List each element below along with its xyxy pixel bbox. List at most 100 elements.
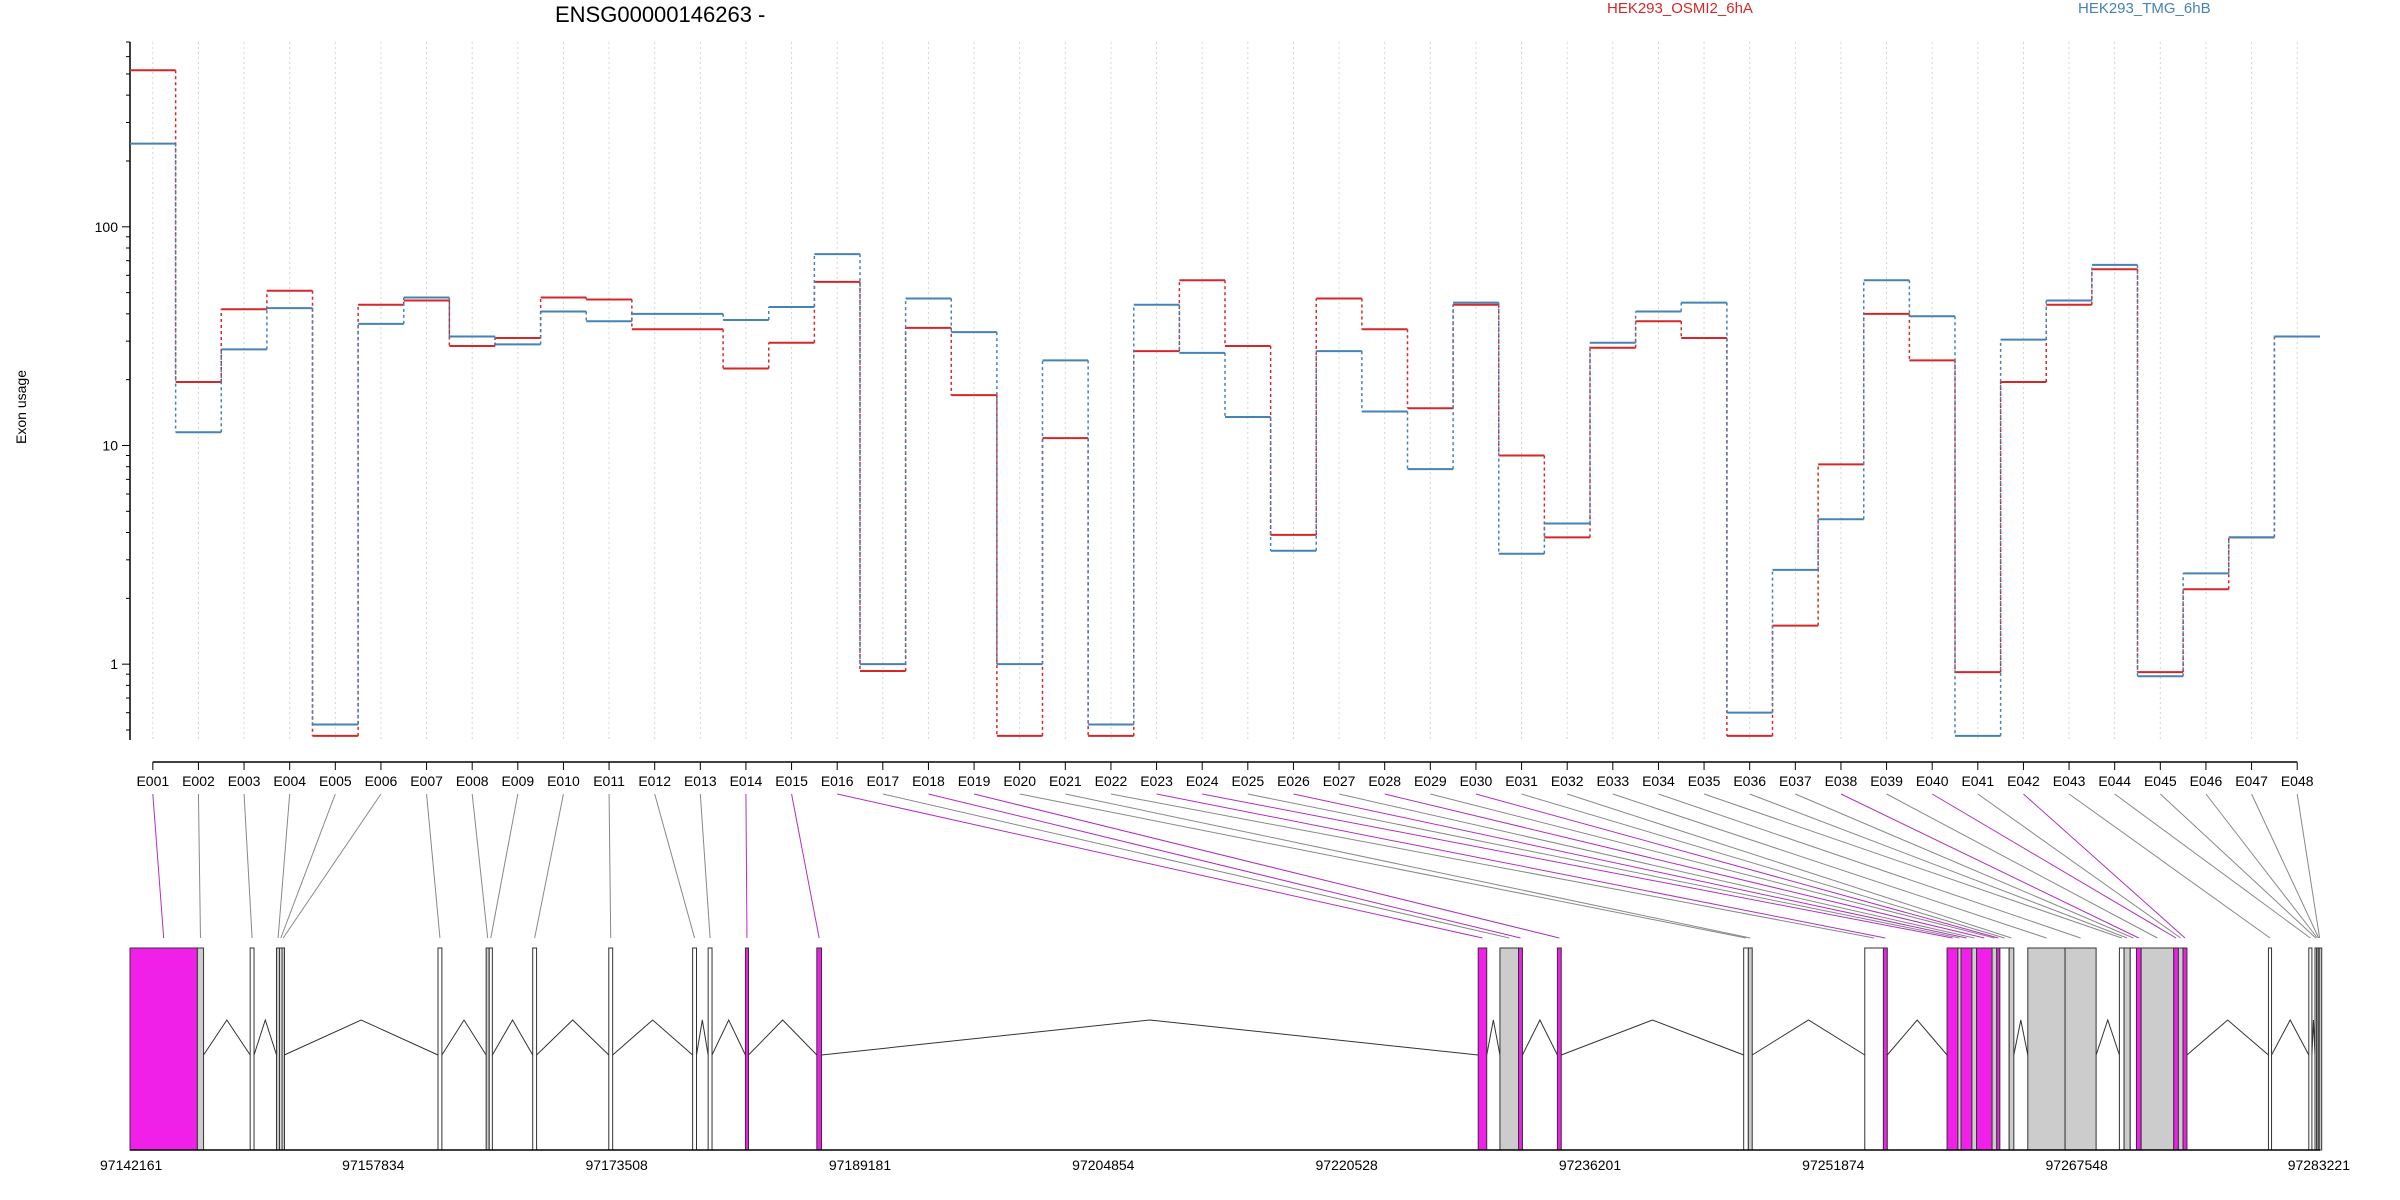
exon-connector-line [1430, 793, 1995, 939]
genomic-coordinate-axis: 97142161 97157834 97173508 97189181 97204854… [100, 1149, 2350, 1173]
exon-block [2177, 947, 2184, 1151]
exon-connector-line [1567, 793, 2012, 939]
x-tick-label: E041 [1961, 773, 1994, 789]
x-tick-label: E029 [1414, 773, 1447, 789]
exon-block [2027, 947, 2066, 1151]
coordinate-label: 97189181 [829, 1157, 892, 1173]
exon-connector-line [699, 793, 711, 939]
exon-block [1499, 947, 1520, 1151]
exon-block [2135, 947, 2142, 1151]
exon-block [1946, 947, 1959, 1151]
exon-connector-line [534, 793, 564, 939]
x-tick-label: E046 [2190, 773, 2223, 789]
exon-block [488, 947, 493, 1151]
intron-line [441, 1019, 487, 1056]
y-tick-label: 100 [95, 219, 119, 235]
x-tick-label: E002 [182, 773, 215, 789]
x-tick-label: E013 [684, 773, 717, 789]
y-axis-label: Exon usage [13, 370, 29, 444]
x-tick-label: E043 [2053, 773, 2086, 789]
exon-connector-line [1886, 793, 2158, 939]
x-tick-label: E038 [1825, 773, 1858, 789]
exon-connector-line [1795, 793, 2134, 939]
exon-block [1556, 947, 1562, 1151]
x-tick-label: E027 [1323, 773, 1356, 789]
x-tick-label: E003 [228, 773, 261, 789]
exon-connector-line [1110, 793, 1875, 939]
exon-block [707, 947, 713, 1151]
x-tick-label: E015 [775, 773, 808, 789]
intron-line [1486, 1019, 1501, 1056]
exon-block [1971, 947, 1978, 1151]
exon-block [1882, 947, 1888, 1151]
intron-line [1561, 1019, 1744, 1056]
coordinate-label: 97157834 [342, 1157, 405, 1173]
exon-block [2182, 947, 2188, 1151]
x-tick-label: E021 [1049, 773, 1082, 789]
coordinate-label: 97220528 [1316, 1157, 1379, 1173]
exon-block [744, 947, 750, 1151]
exon-connector-line [1703, 793, 2122, 939]
exon-connector-line [1658, 793, 2081, 939]
y-tick-label: 10 [102, 437, 118, 453]
exon-block [196, 947, 205, 1151]
exon-block [249, 947, 255, 1151]
exon-connector-line [471, 793, 489, 939]
exon-block [1864, 947, 1884, 1151]
intron-line [612, 1019, 693, 1056]
x-tick-label: E023 [1140, 773, 1173, 789]
exon-block [281, 947, 285, 1151]
intron-line [2271, 1018, 2310, 1056]
intron-line [2311, 1019, 2316, 1056]
exon-connector-line [2205, 793, 2318, 939]
exon-block [1976, 947, 1993, 1151]
exon-block [437, 947, 443, 1151]
coordinate-label: 97251874 [1802, 1157, 1865, 1173]
exon-block [2008, 947, 2015, 1151]
exon-connector-line [608, 793, 612, 939]
y-tick-label: 1 [110, 656, 118, 672]
coordinate-label: 97142161 [100, 1157, 163, 1173]
intron-line [1886, 1019, 1948, 1056]
exon-connector-line [837, 793, 1483, 939]
exon-connector-line [1977, 793, 2182, 939]
x-tick-label: E009 [501, 773, 534, 789]
exon-block [129, 947, 198, 1151]
exon-block [1747, 947, 1753, 1151]
x-tick-label: E030 [1460, 773, 1493, 789]
exon-block [1477, 947, 1488, 1151]
x-tick-label: E019 [958, 773, 991, 789]
exon-connector-line [280, 793, 336, 939]
exon-connector-line [791, 793, 820, 939]
exon-connector-line [243, 793, 253, 939]
x-tick-label: E047 [2235, 773, 2268, 789]
legend-entry-tmg: HEK293_TMG_6hB [2078, 0, 2211, 17]
x-tick-label: E012 [638, 773, 671, 789]
exon-block [2064, 947, 2097, 1151]
exon-block [2318, 947, 2323, 1151]
x-tick-labels: E001 E002 E003 E004 E005 E006 E007 E008 E009 E010… [136, 773, 2313, 789]
intron-line [536, 1019, 610, 1056]
exon-connector-line [490, 793, 519, 939]
x-tick-label: E037 [1779, 773, 1812, 789]
x-tick-label: E042 [2007, 773, 2040, 789]
x-tick-label: E008 [456, 773, 489, 789]
intron-line [2095, 1018, 2120, 1056]
exon-block [2308, 947, 2313, 1151]
x-tick-label: E001 [136, 773, 169, 789]
x-tick-label: E016 [821, 773, 854, 789]
chart-title: ENSG00000146263 - [555, 2, 765, 27]
intron-line [491, 1018, 534, 1056]
exon-connector-line [1840, 793, 2140, 939]
x-tick-label: E048 [2281, 773, 2314, 789]
x-tick-label: E032 [1551, 773, 1584, 789]
x-tick-label: E034 [1642, 773, 1675, 789]
exon-block [2129, 947, 2137, 1151]
x-tick-label: E006 [365, 773, 398, 789]
exon-connector-line [2114, 793, 2311, 939]
data-series [130, 69, 2320, 737]
exon-connector-line [277, 793, 291, 939]
exon-block [2118, 947, 2125, 1151]
exon-connector-line [152, 793, 165, 939]
